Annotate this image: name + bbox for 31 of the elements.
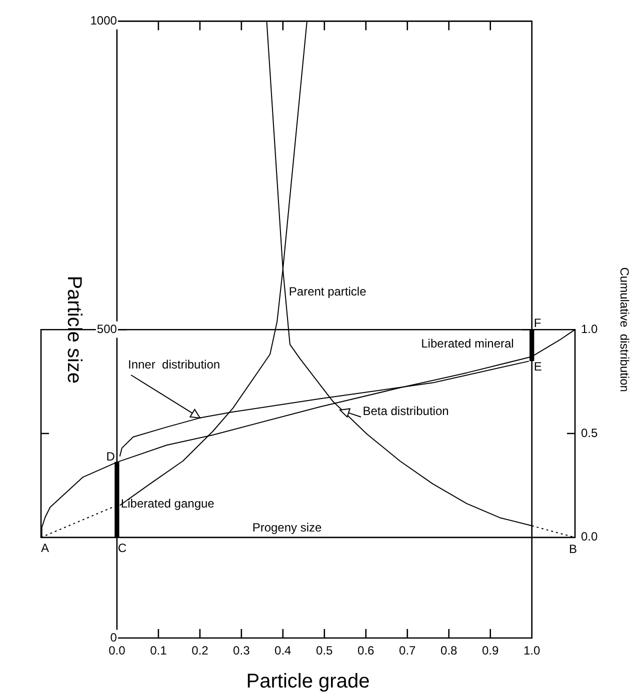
y2-axis-title: Cumulative distribution xyxy=(617,267,631,392)
annotation: C xyxy=(118,540,127,555)
x-tick-label: 0.8 xyxy=(440,644,458,658)
annotation: D xyxy=(106,450,116,464)
x-tick-label: 0.4 xyxy=(274,644,292,658)
annotation: A xyxy=(40,540,50,555)
annotation: Parent particle xyxy=(288,284,367,298)
annotation: Beta distribution xyxy=(362,404,449,418)
x-tick-label: 0.9 xyxy=(482,644,500,658)
y-tick-label: 1000 xyxy=(90,14,118,28)
annotation: E xyxy=(534,359,542,374)
y2-tick-label: 0.0 xyxy=(581,530,598,544)
x-tick-label: 0.5 xyxy=(316,644,334,658)
annotation: B xyxy=(568,542,578,556)
x-tick-label: 0.6 xyxy=(358,644,375,658)
y-tick-label: 500 xyxy=(96,322,118,336)
y-tick-label: 0 xyxy=(110,630,118,644)
x-tick-label: 0.1 xyxy=(150,644,168,658)
annotation: Inner distribution xyxy=(128,357,220,372)
x-tick-label: 0.2 xyxy=(192,644,209,658)
x-axis-title: Particle grade xyxy=(246,670,370,693)
annotation: Liberated gangue xyxy=(120,496,215,511)
x-tick-label: 0.3 xyxy=(233,644,250,658)
annotation: Progeny size xyxy=(252,520,322,534)
y2-tick-label: 0.5 xyxy=(581,426,598,440)
annotation: F xyxy=(534,316,542,330)
x-tick-label: 0.7 xyxy=(399,644,416,658)
y2-tick-label: 1.0 xyxy=(581,322,598,336)
x-tick-label: 1.0 xyxy=(524,644,541,658)
annotation: Liberated mineral xyxy=(421,336,514,351)
x-tick-label: 0.0 xyxy=(108,644,126,658)
